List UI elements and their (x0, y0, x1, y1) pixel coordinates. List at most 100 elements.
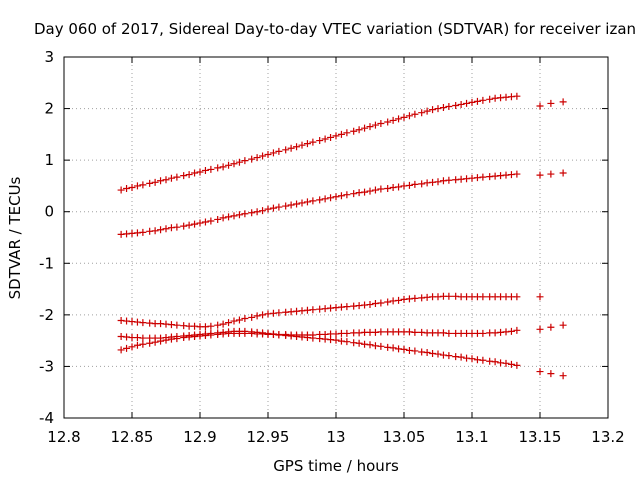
data-point (507, 360, 515, 368)
data-point (180, 222, 188, 230)
x-axis-label: GPS time / hours (273, 457, 399, 475)
data-point (241, 329, 249, 337)
data-point (264, 150, 272, 158)
data-point (219, 214, 227, 222)
data-point (162, 176, 170, 184)
data-point (139, 340, 147, 348)
data-point (350, 127, 358, 135)
data-point (309, 138, 317, 146)
data-point (157, 337, 165, 345)
data-point (479, 293, 487, 301)
y-tick-label: -1 (39, 254, 54, 272)
data-point (559, 372, 567, 380)
data-point (513, 361, 521, 369)
data-point (350, 190, 358, 198)
data-point (259, 207, 267, 215)
data-point (332, 193, 340, 201)
data-point (180, 172, 188, 180)
data-points (117, 92, 567, 380)
data-point (117, 346, 125, 354)
data-point (298, 141, 306, 149)
data-point (377, 328, 385, 336)
data-point (248, 155, 256, 163)
data-point (146, 339, 154, 347)
data-point (463, 99, 471, 107)
data-point (389, 116, 397, 124)
data-point (259, 311, 267, 319)
x-tick-label: 12.9 (183, 428, 216, 446)
data-point (491, 358, 499, 366)
data-point (196, 168, 204, 176)
data-point (457, 100, 465, 108)
data-point (384, 118, 392, 126)
data-point (361, 124, 369, 132)
data-point (230, 212, 238, 220)
data-point (225, 319, 233, 327)
data-point (259, 152, 267, 160)
data-point (253, 208, 261, 216)
data-point (445, 329, 453, 337)
data-point (479, 96, 487, 104)
data-point (248, 209, 256, 217)
data-point (207, 165, 215, 173)
data-point (377, 299, 385, 307)
data-point (468, 355, 476, 363)
data-point (434, 178, 442, 186)
data-point (241, 314, 249, 322)
data-point (253, 154, 261, 162)
data-point (128, 343, 136, 351)
data-point (139, 334, 147, 342)
x-tick-label: 12.95 (247, 428, 290, 446)
data-point (371, 121, 379, 129)
y-tick-label: -2 (39, 306, 54, 324)
data-point (457, 353, 465, 361)
data-point (139, 228, 147, 236)
data-point (411, 328, 419, 336)
data-point (275, 203, 283, 211)
x-tick-label: 13.2 (591, 428, 624, 446)
data-point (287, 144, 295, 152)
data-point (287, 201, 295, 209)
data-point (185, 171, 193, 179)
data-point (439, 104, 447, 112)
data-point (411, 180, 419, 188)
data-point (366, 123, 374, 131)
data-point (355, 339, 363, 347)
data-point (343, 191, 351, 199)
y-axis-label: SDTVAR / TECUs (6, 176, 24, 299)
data-point (275, 331, 283, 339)
data-point (377, 120, 385, 128)
data-point (377, 342, 385, 350)
data-point (343, 338, 351, 346)
data-point (269, 204, 277, 212)
data-point (445, 103, 453, 111)
data-point (400, 113, 408, 121)
data-point (445, 176, 453, 184)
data-point (418, 180, 426, 188)
data-point (337, 192, 345, 200)
data-point (355, 126, 363, 134)
data-point (225, 213, 233, 221)
data-point (298, 199, 306, 207)
data-point (321, 195, 329, 203)
x-tick-label: 13.05 (383, 428, 426, 446)
data-point (400, 345, 408, 353)
data-point (536, 293, 544, 301)
data-point (479, 329, 487, 337)
data-point (513, 92, 521, 100)
data-point (395, 115, 403, 123)
data-point (151, 338, 159, 346)
data-point (452, 101, 460, 109)
data-point (133, 182, 141, 190)
data-point (214, 321, 222, 329)
data-point (151, 227, 159, 235)
data-point (411, 294, 419, 302)
data-point (411, 347, 419, 355)
axis-tick-labels: 12.8 12.85 12.9 12.95 13 13.05 13.1 13.15 13.2-4… (39, 48, 625, 446)
data-point (411, 110, 419, 118)
data-point (173, 335, 181, 343)
data-point (185, 221, 193, 229)
data-point (343, 303, 351, 311)
data-point (225, 161, 233, 169)
data-point (513, 293, 521, 301)
